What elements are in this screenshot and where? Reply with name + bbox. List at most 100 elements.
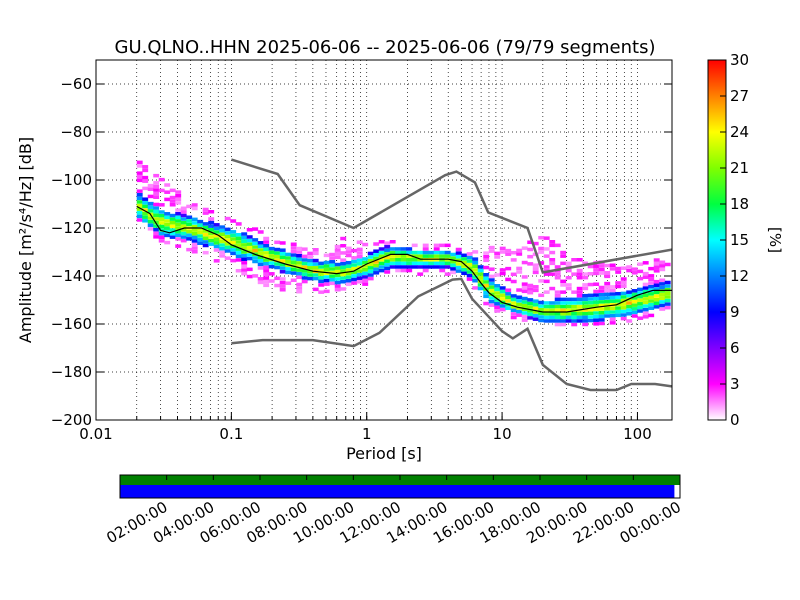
density-cell [213, 226, 220, 231]
colorbar-ticks: 0 3 6 9 12 15 18 21 24 27 30 [720, 51, 749, 429]
density-cell [147, 205, 154, 209]
density-cell [620, 266, 627, 270]
density-cell [400, 261, 407, 266]
density-cell [274, 258, 281, 263]
density-cell [494, 305, 501, 310]
density-cell [565, 308, 572, 312]
density-cell [461, 271, 468, 276]
density-cell [202, 225, 209, 230]
density-cell [560, 312, 567, 316]
density-cell [510, 308, 517, 313]
density-cell [340, 280, 347, 284]
density-cell [417, 250, 424, 255]
density-cell [659, 285, 666, 290]
density-cell [593, 293, 600, 297]
density-cell [219, 250, 226, 255]
colorbar-tick-label: 0 [730, 411, 740, 429]
density-cell [208, 242, 215, 246]
density-cell [230, 240, 237, 245]
density-cell [334, 248, 341, 252]
density-cell [312, 258, 319, 263]
density-cell [246, 242, 253, 246]
density-cell [510, 301, 517, 305]
density-cell [620, 291, 627, 296]
density-cell [345, 246, 352, 251]
density-cell [593, 311, 600, 315]
density-cell [505, 299, 512, 303]
density-cell [312, 248, 319, 252]
density-cell [142, 186, 149, 191]
x-tick-label: 0.1 [219, 425, 243, 443]
density-cell [422, 261, 429, 266]
x-tick-label: 10 [493, 425, 512, 443]
density-cell [532, 313, 539, 318]
density-cell [455, 254, 462, 259]
density-cell [472, 275, 479, 279]
density-cell [318, 283, 325, 287]
colorbar-tick-label: 15 [730, 231, 749, 249]
density-cell [532, 306, 539, 311]
density-cell [169, 188, 176, 193]
density-cell [186, 219, 193, 223]
density-cell [208, 228, 215, 232]
density-cell [307, 266, 314, 270]
density-cell [175, 197, 182, 202]
density-cell [406, 268, 413, 273]
density-cell [246, 238, 253, 243]
density-cell [659, 300, 666, 304]
density-cell [587, 271, 594, 276]
density-cell [604, 307, 611, 311]
density-cell [428, 265, 435, 269]
x-tick-label: 0.01 [79, 425, 112, 443]
density-cell [516, 313, 523, 317]
density-cell [213, 237, 220, 241]
density-cell [598, 321, 605, 326]
density-cell [202, 207, 209, 212]
density-cell [565, 319, 572, 323]
density-cell [362, 264, 369, 268]
density-cell [648, 281, 655, 285]
density-cell [136, 171, 143, 175]
density-cell [631, 292, 638, 297]
density-cell [406, 250, 413, 255]
density-cell [175, 190, 182, 194]
density-cell [642, 286, 649, 290]
timeline-panel: 02:00:0004:00:0006:00:0008:00:0010:00:00… [103, 474, 684, 547]
density-cell [604, 292, 611, 297]
density-cell [571, 312, 578, 316]
density-cell [483, 280, 490, 284]
density-cell [609, 288, 616, 293]
density-cell [659, 289, 666, 293]
density-cell [202, 236, 209, 241]
density-cell [285, 256, 292, 260]
density-cell [142, 179, 149, 183]
density-cell [593, 282, 600, 286]
x-axis-label: Period [s] [346, 444, 422, 463]
density-cell [296, 271, 303, 276]
density-cell [356, 280, 363, 284]
density-cell [158, 228, 165, 232]
density-cell [257, 244, 264, 249]
density-cell [186, 204, 193, 209]
density-cell [158, 235, 165, 239]
density-cell [483, 258, 490, 263]
density-cell [290, 256, 297, 261]
density-cell [378, 261, 385, 266]
density-cell [334, 255, 341, 260]
density-cell [626, 304, 633, 309]
density-cell [461, 257, 468, 261]
density-cell [659, 292, 666, 297]
density-cell [642, 307, 649, 312]
density-cell [158, 239, 165, 243]
density-cell [373, 242, 380, 246]
density-cell [158, 224, 165, 229]
density-cell [367, 255, 374, 259]
density-cell [543, 319, 550, 323]
density-cell [554, 290, 561, 294]
density-cell [208, 235, 215, 239]
density-cell [560, 319, 567, 323]
density-cell [505, 288, 512, 292]
density-cell [296, 286, 303, 290]
density-cell [153, 235, 160, 239]
density-cell [417, 258, 424, 262]
